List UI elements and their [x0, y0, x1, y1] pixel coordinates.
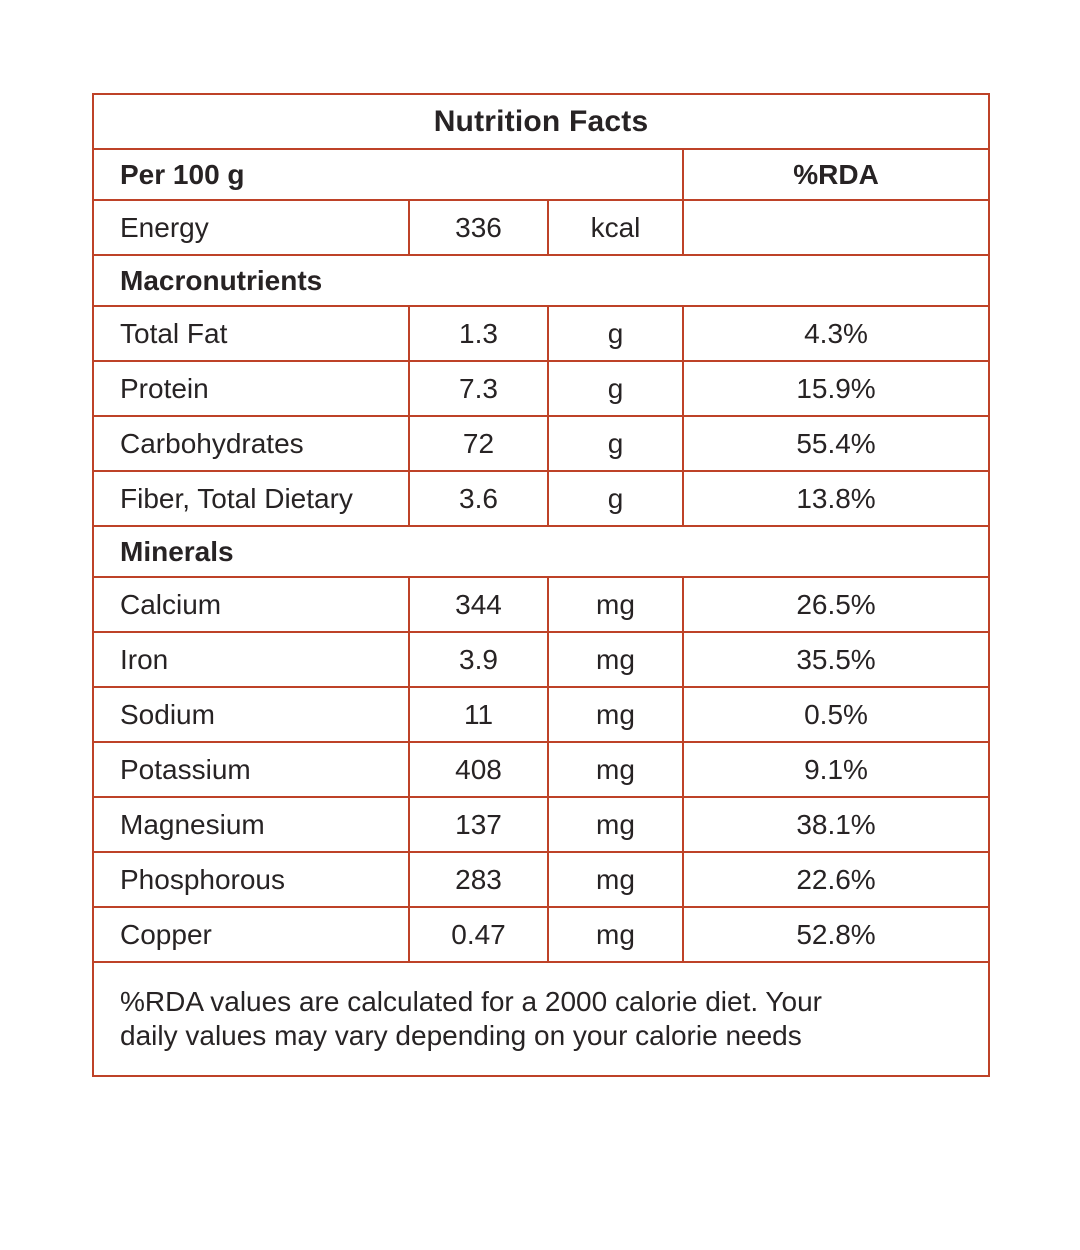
- table-row: Carbohydrates 72 g 55.4%: [92, 415, 991, 472]
- table-row: Copper 0.47 mg 52.8%: [92, 906, 991, 963]
- nutrient-value: 0.47: [408, 906, 549, 963]
- nutrient-rda: [681, 199, 991, 256]
- nutrient-rda: 35.5%: [681, 631, 991, 688]
- nutrient-label: Potassium: [92, 741, 410, 798]
- title-row: Nutrition Facts: [91, 93, 991, 150]
- nutrient-rda: 4.3%: [681, 305, 991, 362]
- rda-column-header: %RDA: [681, 148, 991, 201]
- table-row: Potassium 408 mg 9.1%: [92, 741, 991, 798]
- nutrient-value: 11: [408, 686, 549, 743]
- table-title: Nutrition Facts: [91, 93, 991, 150]
- nutrition-facts-table: Nutrition Facts Per 100 g %RDA Energy 33…: [91, 93, 991, 1077]
- table-row: Total Fat 1.3 g 4.3%: [92, 305, 991, 362]
- nutrient-value: 3.6: [408, 470, 549, 527]
- section-header-minerals: Minerals: [91, 525, 991, 578]
- nutrient-unit: mg: [547, 686, 684, 743]
- nutrient-unit: g: [547, 305, 684, 362]
- nutrient-label: Fiber, Total Dietary: [92, 470, 410, 527]
- nutrient-unit: g: [547, 415, 684, 472]
- nutrient-unit: mg: [547, 576, 684, 633]
- nutrient-value: 344: [408, 576, 549, 633]
- nutrient-label: Magnesium: [92, 796, 410, 853]
- nutrient-label: Copper: [92, 906, 410, 963]
- header-row: Per 100 g %RDA: [92, 148, 991, 201]
- nutrient-value: 1.3: [408, 305, 549, 362]
- table-row: Sodium 11 mg 0.5%: [92, 686, 991, 743]
- nutrient-rda: 0.5%: [681, 686, 991, 743]
- nutrient-label: Iron: [92, 631, 410, 688]
- nutrient-label: Protein: [92, 360, 410, 417]
- table-row: Protein 7.3 g 15.9%: [92, 360, 991, 417]
- table-row: Iron 3.9 mg 35.5%: [92, 631, 991, 688]
- footnote-line: daily values may vary depending on your …: [120, 1020, 802, 1051]
- nutrient-unit: g: [547, 360, 684, 417]
- nutrient-value: 3.9: [408, 631, 549, 688]
- nutrient-value: 72: [408, 415, 549, 472]
- footnote-line: %RDA values are calculated for a 2000 ca…: [120, 985, 822, 1017]
- nutrient-value: 336: [408, 199, 549, 256]
- nutrient-value: 283: [408, 851, 549, 908]
- nutrient-value: 408: [408, 741, 549, 798]
- nutrient-rda: 15.9%: [681, 360, 991, 417]
- nutrient-rda: 26.5%: [681, 576, 991, 633]
- nutrient-unit: mg: [547, 906, 684, 963]
- nutrient-unit: g: [547, 470, 684, 527]
- section-header-row: Minerals: [91, 525, 991, 578]
- nutrient-label: Phosphorous: [92, 851, 410, 908]
- rda-footnote: %RDA values are calculated for a 2000 ca…: [91, 961, 991, 1077]
- nutrient-label: Calcium: [92, 576, 410, 633]
- nutrient-rda: 9.1%: [681, 741, 991, 798]
- nutrient-unit: mg: [547, 851, 684, 908]
- nutrient-value: 7.3: [408, 360, 549, 417]
- nutrient-unit: mg: [547, 741, 684, 798]
- table-row: Fiber, Total Dietary 3.6 g 13.8%: [92, 470, 991, 527]
- nutrient-rda: 22.6%: [681, 851, 991, 908]
- table-row: Calcium 344 mg 26.5%: [92, 576, 991, 633]
- section-header-row: Macronutrients: [91, 254, 991, 307]
- nutrient-unit: mg: [547, 796, 684, 853]
- table-row: Magnesium 137 mg 38.1%: [92, 796, 991, 853]
- energy-row: Energy 336 kcal: [92, 199, 991, 256]
- nutrient-label: Energy: [92, 199, 410, 256]
- nutrient-label: Carbohydrates: [92, 415, 410, 472]
- section-header-macronutrients: Macronutrients: [91, 254, 991, 307]
- nutrient-rda: 38.1%: [681, 796, 991, 853]
- footnote-row: %RDA values are calculated for a 2000 ca…: [91, 961, 991, 1077]
- table-row: Phosphorous 283 mg 22.6%: [92, 851, 991, 908]
- nutrient-unit: kcal: [547, 199, 684, 256]
- nutrient-label: Sodium: [92, 686, 410, 743]
- nutrient-label: Total Fat: [92, 305, 410, 362]
- nutrient-rda: 13.8%: [681, 470, 991, 527]
- nutrient-value: 137: [408, 796, 549, 853]
- nutrient-rda: 55.4%: [681, 415, 991, 472]
- serving-size-header: Per 100 g: [92, 148, 684, 201]
- nutrient-unit: mg: [547, 631, 684, 688]
- nutrient-rda: 52.8%: [681, 906, 991, 963]
